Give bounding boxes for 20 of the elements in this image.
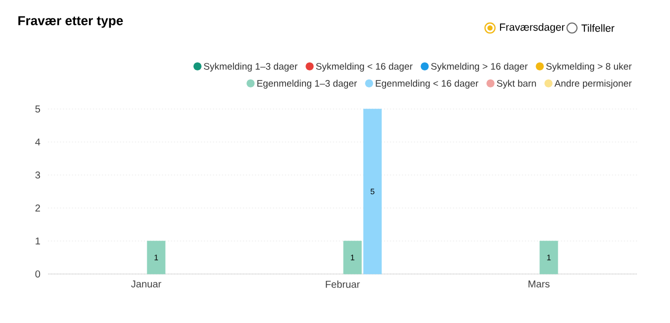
legend-label: Egenmelding 1–3 dager <box>257 80 357 89</box>
y-tick-label: 4 <box>35 138 40 146</box>
legend-label: Andre permisjoner <box>554 80 632 89</box>
x-tick-label: Februar <box>326 280 360 288</box>
legend-label: Sykmelding > 16 dager <box>431 62 528 72</box>
chart-title: Fravær etter type <box>18 16 123 28</box>
y-tick-label: 3 <box>35 171 40 179</box>
legend-label: Sykmelding < 16 dager <box>316 62 413 72</box>
legend-label: Sykmelding > 8 uker <box>546 62 632 72</box>
y-tick-label: 2 <box>35 204 40 212</box>
y-tick-label: 1 <box>36 238 40 244</box>
legend-label: Sykt barn <box>496 80 536 89</box>
legend-label: Egenmelding < 16 dager <box>376 80 478 89</box>
text: Fraværsdager <box>500 23 565 33</box>
text: Tilfeller <box>581 24 614 32</box>
x-tick-label: Mars <box>528 280 550 288</box>
x-tick-label: Januar <box>131 280 162 288</box>
y-tick-label: 0 <box>35 270 40 278</box>
legend-label: Sykmelding 1–3 dager <box>204 62 298 72</box>
y-tick-label: 5 <box>35 106 40 112</box>
